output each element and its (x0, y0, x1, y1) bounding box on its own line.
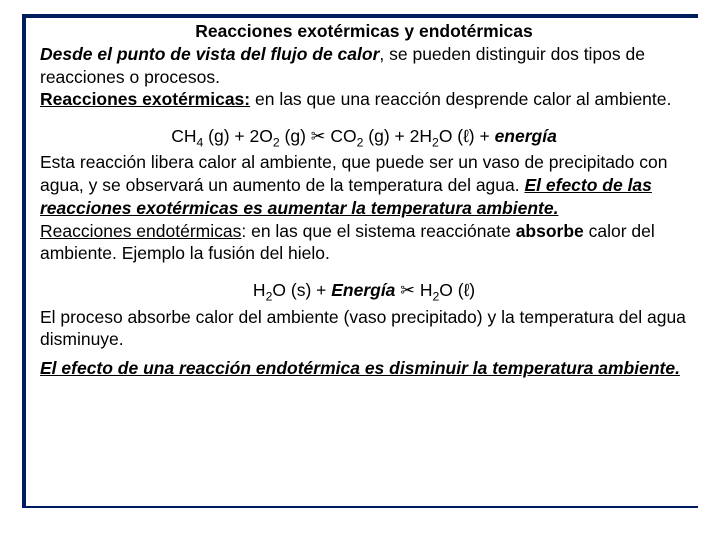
exo-explanation: Esta reacción libera calor al ambiente, … (40, 151, 688, 265)
equation-exothermic: CH4 (g) + 2O2 (g) ✂ CO2 (g) + 2H2O (ℓ) +… (40, 125, 688, 151)
content-frame: Reacciones exotérmicas y endotérmicas De… (22, 14, 698, 508)
content-body: Reacciones exotérmicas y endotérmicas De… (40, 20, 688, 380)
equation-endothermic: H2O (s) + Energía ✂ H2O (ℓ) (40, 279, 688, 305)
document-title: Reacciones exotérmicas y endotérmicas (40, 20, 688, 43)
exo-label: Reacciones exotérmicas: (40, 89, 250, 109)
exo-rest: en las que una reacción desprende calor … (250, 89, 671, 109)
endo-rest1: en las que el sistema reacciónate (246, 221, 515, 241)
endo-effect-paragraph: El efecto de una reacción endotérmica es… (40, 357, 688, 380)
intro-paragraph: Desde el punto de vista del flujo de cal… (40, 43, 688, 111)
endo-effect: El efecto de una reacción endotérmica es… (40, 358, 680, 378)
endo-explanation: El proceso absorbe calor del ambiente (v… (40, 306, 688, 352)
intro-lead: Desde el punto de vista del flujo de cal… (40, 44, 379, 64)
endo-label: Reacciones endotérmicas (40, 221, 241, 241)
endo-absorbe: absorbe (516, 221, 584, 241)
